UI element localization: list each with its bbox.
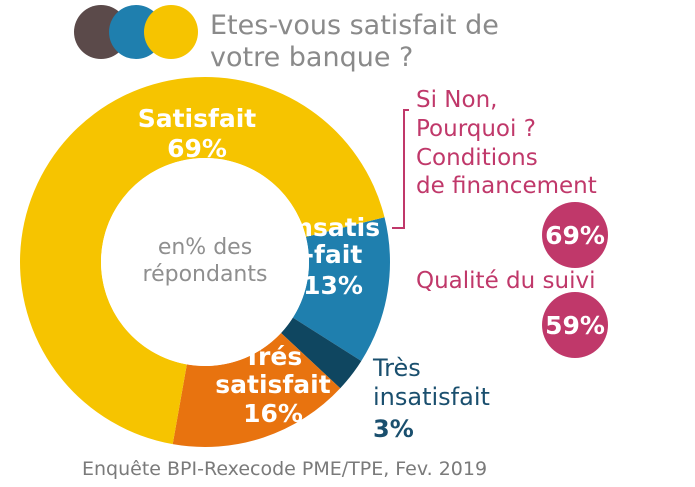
slice-tr-s-insatisfait [281,317,362,389]
slice-label-satisfait-name: Satisfait [138,104,257,133]
side-panel-bracket [392,109,409,229]
reason-2-line-1: Qualité du suivi [416,268,595,294]
slice-label-insatisfait-line1: Insatis [286,213,380,242]
center-label-line-2: répondants [143,262,268,287]
slice-label-insatisfait-value: 13% [303,271,363,300]
slice-label-tres-insatisfait-value: 3% [373,415,414,443]
slice-label-satisfait-value: 69% [167,134,227,163]
slice-label-tres-satisfait-line1: Trés [244,342,302,371]
reason-1-line-2: de financement [416,173,597,199]
title-line-1: Etes-vous satisfait de [210,10,499,41]
slice-insatisfait [292,217,390,361]
slice-tr-s-satisfait [172,332,341,447]
title-line-2: votre banque ? [210,42,413,73]
reason-2-value: 59% [545,311,605,340]
slice-label-tres-insatisfait-line1: Très [372,354,421,382]
question-line-1: Si Non, [416,87,497,113]
slice-label-tres-insatisfait-line2: insatisfait [373,383,490,411]
reason-1-value: 69% [545,221,605,250]
reason-1-badge [542,202,608,268]
reason-2-badge [542,292,608,358]
slice-label-insatisfait-line2: -fait [304,240,363,269]
legend-dot-yellow [144,5,198,59]
source-note: Enquête BPI-Rexecode PME/TPE, Fev. 2019 [82,458,487,480]
slice-satisfait [19,76,385,445]
reason-1-line-1: Conditions [416,145,538,171]
slice-label-tres-satisfait-value: 16% [243,399,303,428]
center-label-line-1: en% des [158,235,252,260]
donut-hole [101,158,309,366]
donut-slices [19,76,390,447]
slice-label-tres-satisfait-line2: satisfait [215,370,330,399]
question-line-2: Pourquoi ? [416,116,536,142]
